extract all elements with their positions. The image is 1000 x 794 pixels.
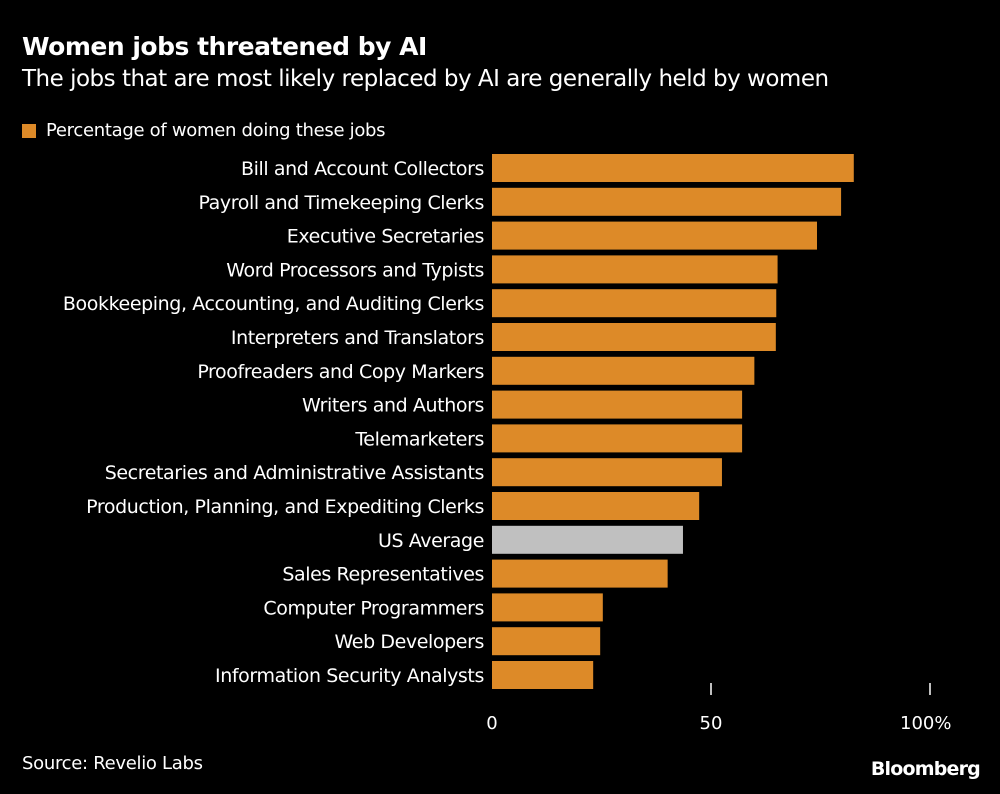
category-label: Sales Representatives [282,564,484,586]
bar [492,424,743,453]
bar [492,627,601,656]
bar [492,221,817,250]
x-tick-label: 100% [900,713,951,734]
legend-label: Percentage of women doing these jobs [46,120,386,141]
category-label: Production, Planning, and Expediting Cle… [86,496,484,518]
category-label: Bookkeeping, Accounting, and Auditing Cl… [63,293,484,315]
source-note: Source: Revelio Labs [22,753,203,774]
category-label: Payroll and Timekeeping Clerks [198,192,484,214]
category-label: US Average [378,530,484,552]
category-label: Interpreters and Translators [231,327,484,349]
bar [492,255,778,284]
chart-subtitle: The jobs that are most likely replaced b… [22,66,829,92]
bar [492,390,743,419]
bar [492,525,683,554]
bar [492,187,842,216]
bar [492,559,668,588]
bar [492,661,594,689]
legend: Percentage of women doing these jobs [22,120,386,141]
category-label: Writers and Authors [302,395,484,417]
category-label: Secretaries and Administrative Assistant… [105,462,484,484]
category-label: Web Developers [335,631,484,653]
category-label: Word Processors and Typists [226,259,484,281]
bar [492,323,776,351]
bar [492,593,603,622]
bar [492,289,777,318]
category-label: Computer Programmers [263,597,484,619]
category-label: Information Security Analysts [215,665,484,687]
x-tick-label: 50 [700,713,723,734]
category-label: Proofreaders and Copy Markers [197,361,484,383]
category-label: Bill and Account Collectors [241,158,484,180]
legend-swatch [22,123,36,138]
chart-title: Women jobs threatened by AI [22,32,427,61]
bar [492,154,854,182]
x-tick-label: 0 [486,713,497,734]
bar [492,356,755,385]
bloomberg-logo: Bloomberg [870,758,981,780]
bar [492,458,722,487]
category-label: Executive Secretaries [287,226,484,248]
category-label: Telemarketers [354,428,484,450]
bar [492,492,700,520]
